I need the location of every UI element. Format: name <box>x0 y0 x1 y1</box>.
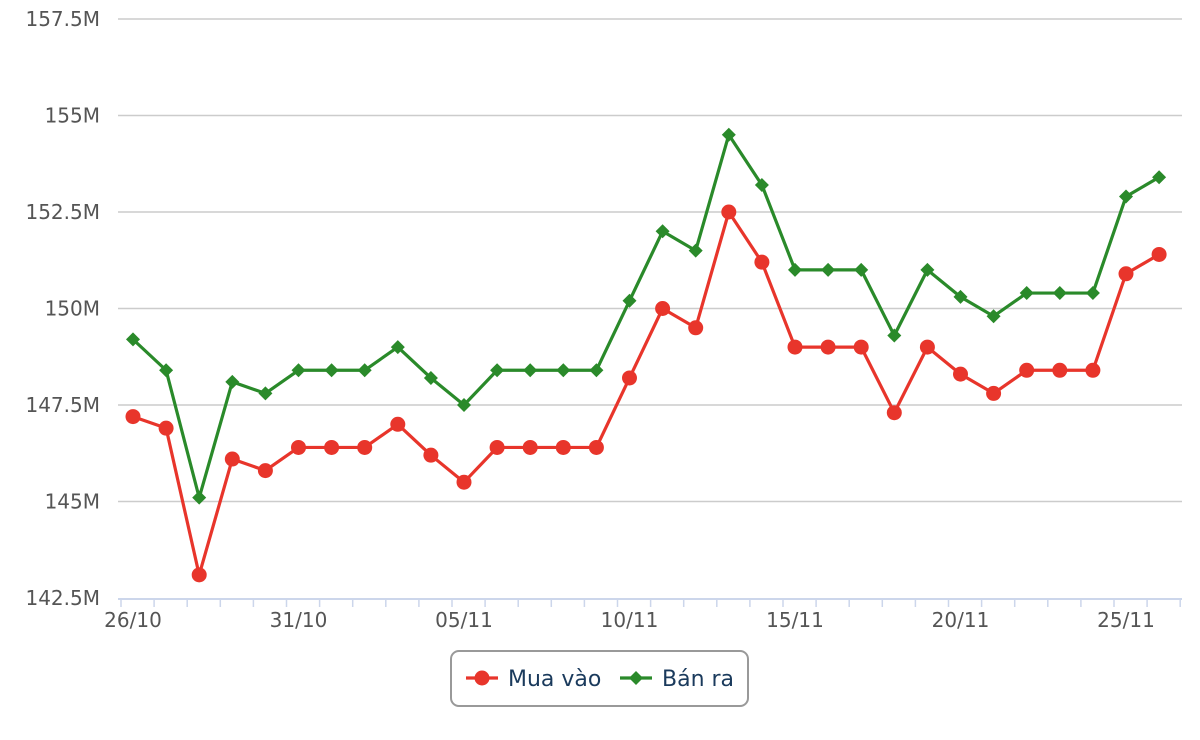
data-point[interactable] <box>688 243 703 258</box>
data-point[interactable] <box>1052 286 1067 301</box>
data-point[interactable] <box>126 332 140 347</box>
data-point[interactable] <box>523 363 538 378</box>
data-point[interactable] <box>920 262 935 277</box>
data-point[interactable] <box>986 309 1001 324</box>
x-tick-label: 26/10 <box>104 608 162 632</box>
data-point[interactable] <box>655 301 671 316</box>
data-point[interactable] <box>589 363 604 378</box>
data-point[interactable] <box>456 474 472 490</box>
data-point[interactable] <box>125 409 141 425</box>
data-point[interactable] <box>1151 246 1167 262</box>
data-point[interactable] <box>622 370 637 386</box>
data-point[interactable] <box>191 567 207 583</box>
legend-box <box>450 650 749 707</box>
grid-lines <box>118 18 1182 503</box>
data-point[interactable] <box>622 293 637 308</box>
legend: Mua vào Bán ra <box>450 650 749 707</box>
legend-marker <box>474 670 490 686</box>
data-point[interactable] <box>357 363 372 378</box>
x-tick-label: 05/11 <box>435 608 493 632</box>
data-point[interactable] <box>556 363 571 378</box>
series-lines <box>125 127 1167 583</box>
legend-item[interactable]: Bán ra <box>620 667 734 692</box>
data-point[interactable] <box>555 439 571 455</box>
data-point[interactable] <box>291 439 306 455</box>
legend-marker <box>629 671 643 685</box>
data-point[interactable] <box>1085 362 1101 378</box>
y-tick-label: 155M <box>45 104 100 128</box>
x-tick-label: 10/11 <box>601 608 659 632</box>
data-point[interactable] <box>225 374 240 389</box>
y-tick-label: 150M <box>45 297 100 321</box>
y-tick-label: 147.5M <box>25 393 100 417</box>
data-point[interactable] <box>490 363 505 378</box>
data-point[interactable] <box>357 439 373 455</box>
series-ban-ra <box>126 127 1167 505</box>
data-point[interactable] <box>192 490 207 505</box>
x-tick-label: 25/11 <box>1097 608 1155 632</box>
data-point[interactable] <box>820 339 836 355</box>
x-tick-label: 31/10 <box>270 608 328 632</box>
series-mua-vao <box>125 204 1167 583</box>
x-axis <box>118 598 1182 607</box>
data-point[interactable] <box>788 262 802 277</box>
data-point[interactable] <box>489 439 505 455</box>
data-point[interactable] <box>257 463 273 479</box>
data-point[interactable] <box>1085 286 1100 301</box>
data-point[interactable] <box>522 439 538 455</box>
y-tick-label: 142.5M <box>25 586 100 610</box>
data-point[interactable] <box>1119 189 1133 204</box>
data-point[interactable] <box>324 439 340 455</box>
x-tick-label: 15/11 <box>766 608 824 632</box>
data-point[interactable] <box>1152 170 1167 185</box>
data-point[interactable] <box>224 451 240 467</box>
data-point[interactable] <box>423 370 438 385</box>
data-point[interactable] <box>919 339 935 355</box>
data-point[interactable] <box>721 127 736 142</box>
data-point[interactable] <box>159 363 174 378</box>
data-point[interactable] <box>457 398 471 412</box>
data-point[interactable] <box>853 339 869 355</box>
legend-label: Mua vào <box>508 667 601 692</box>
data-point[interactable] <box>854 262 869 277</box>
y-tick-label: 152.5M <box>25 200 100 224</box>
data-point[interactable] <box>324 363 339 378</box>
data-point[interactable] <box>423 447 439 463</box>
data-point[interactable] <box>390 340 405 355</box>
x-axis-labels: 26/10 31/10 05/11 10/11 15/11 20/11 25/11 <box>104 608 1155 632</box>
data-point[interactable] <box>721 204 737 220</box>
data-point[interactable] <box>291 363 306 378</box>
legend-label: Bán ra <box>662 667 734 692</box>
data-point[interactable] <box>953 289 968 304</box>
data-point[interactable] <box>986 385 1002 401</box>
data-point[interactable] <box>754 177 769 192</box>
legend-item[interactable]: Mua vào <box>466 667 601 692</box>
data-point[interactable] <box>787 339 803 355</box>
data-point[interactable] <box>588 439 604 455</box>
data-point[interactable] <box>754 254 770 270</box>
y-axis-labels: 142.5M 145M 147.5M 150M 152.5M 155M 157.5M <box>25 7 100 610</box>
data-point[interactable] <box>1118 266 1134 282</box>
data-point[interactable] <box>390 416 406 432</box>
series-line <box>131 133 1160 500</box>
data-point[interactable] <box>158 420 174 436</box>
y-tick-label: 145M <box>45 490 100 514</box>
data-point[interactable] <box>1052 362 1068 378</box>
y-tick-label: 157.5M <box>25 7 100 31</box>
data-point[interactable] <box>1019 286 1034 301</box>
data-point[interactable] <box>886 405 902 421</box>
data-point[interactable] <box>655 224 670 239</box>
data-point[interactable] <box>258 386 273 401</box>
data-point[interactable] <box>887 328 902 343</box>
data-point[interactable] <box>688 320 704 336</box>
x-tick-label: 20/11 <box>932 608 990 632</box>
data-point[interactable] <box>953 366 968 382</box>
data-point[interactable] <box>821 262 836 277</box>
data-point[interactable] <box>1019 362 1035 378</box>
